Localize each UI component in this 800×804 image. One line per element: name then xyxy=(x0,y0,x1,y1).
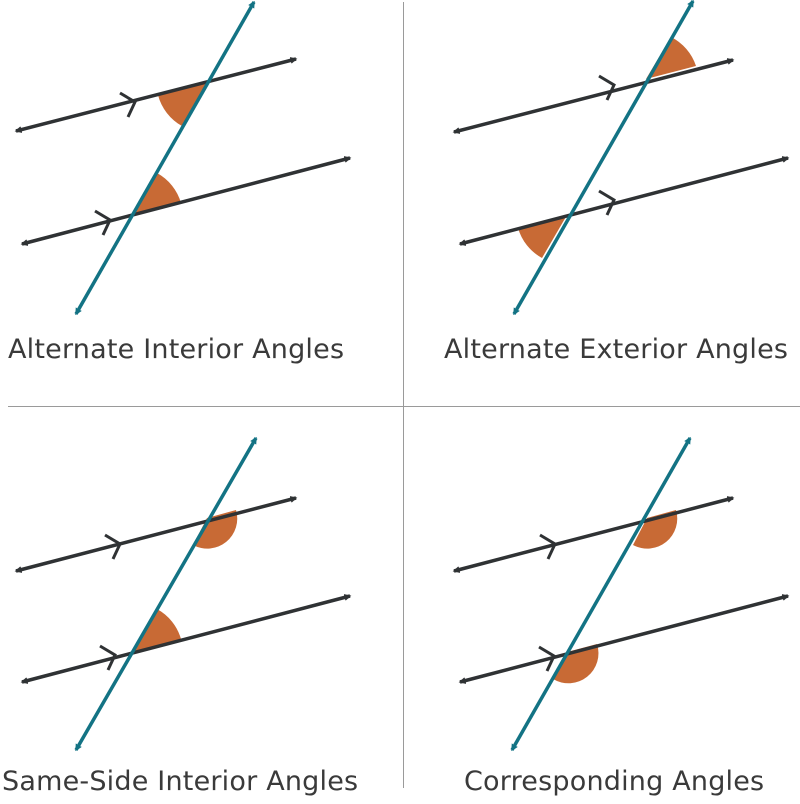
parallel-line-lower xyxy=(20,594,352,684)
panel-same-side-interior: Same-Side Interior Angles xyxy=(0,402,400,804)
panel-corresponding: Corresponding Angles xyxy=(400,402,800,804)
transversal-line xyxy=(510,436,692,752)
parallel-mark-lower xyxy=(598,189,616,216)
parallel-line-upper xyxy=(452,58,735,134)
panel-alternate-exterior: Alternate Exterior Angles xyxy=(400,0,800,402)
caption-corresponding: Corresponding Angles xyxy=(464,766,765,797)
diagram-same-side-interior xyxy=(14,436,352,752)
diagram-alternate-exterior xyxy=(452,0,790,316)
diagram-corresponding xyxy=(452,436,790,752)
parallel-line-upper xyxy=(14,496,298,573)
divider-horizontal xyxy=(8,406,800,407)
parallel-line-lower xyxy=(20,156,352,246)
caption-alternate-exterior: Alternate Exterior Angles xyxy=(444,334,789,365)
divider-vertical xyxy=(403,2,404,788)
parallel-mark-upper xyxy=(598,74,616,101)
parallel-line-upper xyxy=(14,57,298,133)
transversal-line xyxy=(74,0,256,316)
caption-same-side-interior: Same-Side Interior Angles xyxy=(2,766,359,797)
panel-alternate-interior: Alternate Interior Angles xyxy=(0,0,400,402)
diagram-alternate-interior xyxy=(14,0,352,316)
parallel-line-lower xyxy=(458,594,790,684)
parallel-line-lower xyxy=(458,156,790,246)
parallel-line-upper xyxy=(452,496,735,573)
caption-alternate-interior: Alternate Interior Angles xyxy=(8,334,345,365)
transversal-line xyxy=(512,0,695,316)
transversal-line xyxy=(74,436,258,752)
